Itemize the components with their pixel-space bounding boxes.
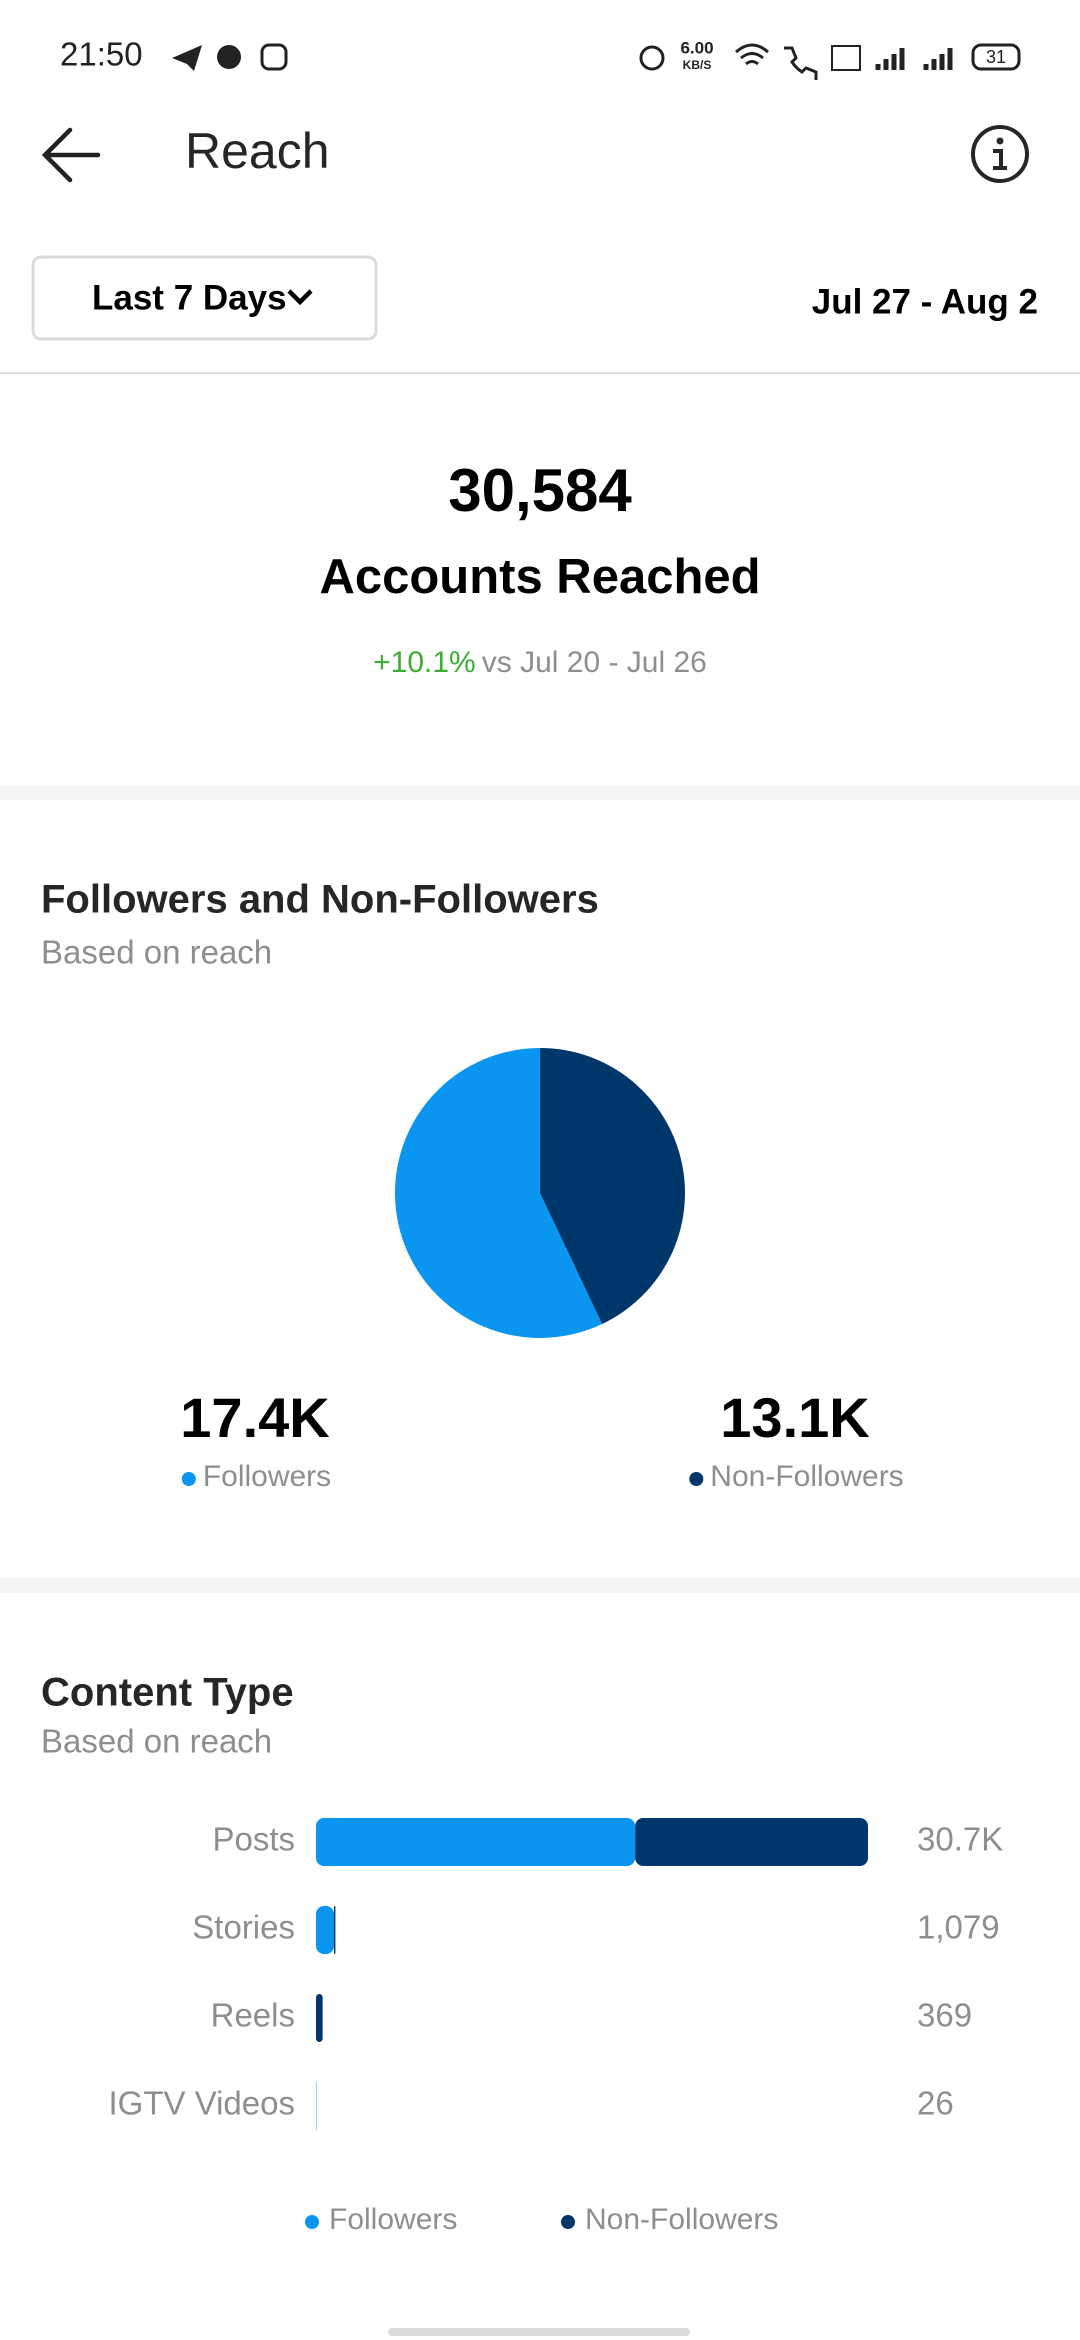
back-button[interactable] [41, 127, 101, 183]
bar-legend: Followers Non-Followers [305, 2203, 778, 2236]
info-circle [971, 125, 1029, 183]
bar-category: Reels [211, 1997, 295, 2034]
bar-total: 30.7K [917, 1821, 1003, 1858]
range-label: Last 7 Days [92, 278, 287, 317]
reach-change: +10.1% vs Jul 20 - Jul 26 [373, 646, 707, 679]
bar-legend-dot [561, 2215, 575, 2229]
pie-legend-dot [181, 1472, 196, 1486]
telegram-icon [172, 45, 202, 71]
pie-legend-label: Non-Followers [710, 1460, 903, 1493]
pie-legend-dot [689, 1472, 704, 1486]
status-time: 21:50 [60, 36, 143, 73]
pie-title: Followers and Non-Followers [41, 878, 599, 922]
pie-legend-label: Followers [203, 1460, 331, 1493]
battery-icon [971, 43, 1021, 71]
pie-value: 17.4K [180, 1386, 329, 1449]
net-unit: KB/S [683, 58, 712, 72]
signal-icon [875, 48, 953, 70]
wifi-icon [735, 43, 769, 66]
page-title: Reach [185, 123, 330, 179]
bar-legend-label: Non-Followers [585, 2203, 778, 2236]
pie-value: 13.1K [720, 1386, 869, 1449]
pie-slice [540, 1048, 685, 1325]
bar-legend-dot [305, 2215, 319, 2229]
change-value: +10.1% [373, 646, 476, 679]
bar-category: Posts [212, 1821, 295, 1858]
call-icon [784, 46, 818, 80]
section-gap [0, 786, 1080, 800]
bar-segment [316, 1906, 334, 1954]
info-i [993, 149, 1007, 170]
info-button[interactable] [971, 125, 1029, 183]
bar-chart: Posts 30.7K Stories 1,079 Reels 369 IGTV Video… [109, 1818, 1003, 2130]
bar-title: Content Type [41, 1671, 294, 1715]
volte-icon [831, 45, 861, 71]
net-speed: 6.00 [680, 38, 713, 57]
pie-subtitle: Based on reach [41, 934, 272, 971]
bar-segment [316, 1818, 636, 1866]
bar-category: Stories [192, 1909, 295, 1946]
pie-slice [394, 1048, 603, 1339]
bar-total: 26 [917, 2085, 954, 2122]
bar-category: IGTV Videos [109, 2085, 295, 2122]
bar-subtitle: Based on reach [41, 1723, 272, 1760]
reach-value: 30,584 [448, 457, 632, 524]
section-gap [0, 1578, 1080, 1593]
facebook-icon [217, 45, 241, 69]
bar-total: 369 [917, 1997, 972, 2034]
bar-legend-label: Followers [329, 2203, 457, 2236]
pie-legend: 17.4K Followers 13.1K Non-Followers [180, 1386, 903, 1493]
instagram-icon [260, 43, 288, 71]
battery-level: 31 [986, 47, 1006, 67]
bar-segment [635, 1818, 868, 1866]
reach-label: Accounts Reached [319, 550, 760, 604]
date-range: Jul 27 - Aug 2 [812, 282, 1038, 321]
home-indicator [388, 2328, 690, 2336]
info-dot [996, 137, 1004, 145]
pie-chart [394, 1048, 685, 1339]
comparison: vs Jul 20 - Jul 26 [482, 646, 707, 679]
bar-total: 1,079 [917, 1909, 1000, 1946]
alarm-icon [639, 45, 665, 71]
range-dropdown[interactable] [31, 255, 378, 341]
bar-segment [316, 1994, 323, 2042]
dropdown-chevron [287, 289, 313, 306]
bar-segment [333, 1906, 336, 1954]
